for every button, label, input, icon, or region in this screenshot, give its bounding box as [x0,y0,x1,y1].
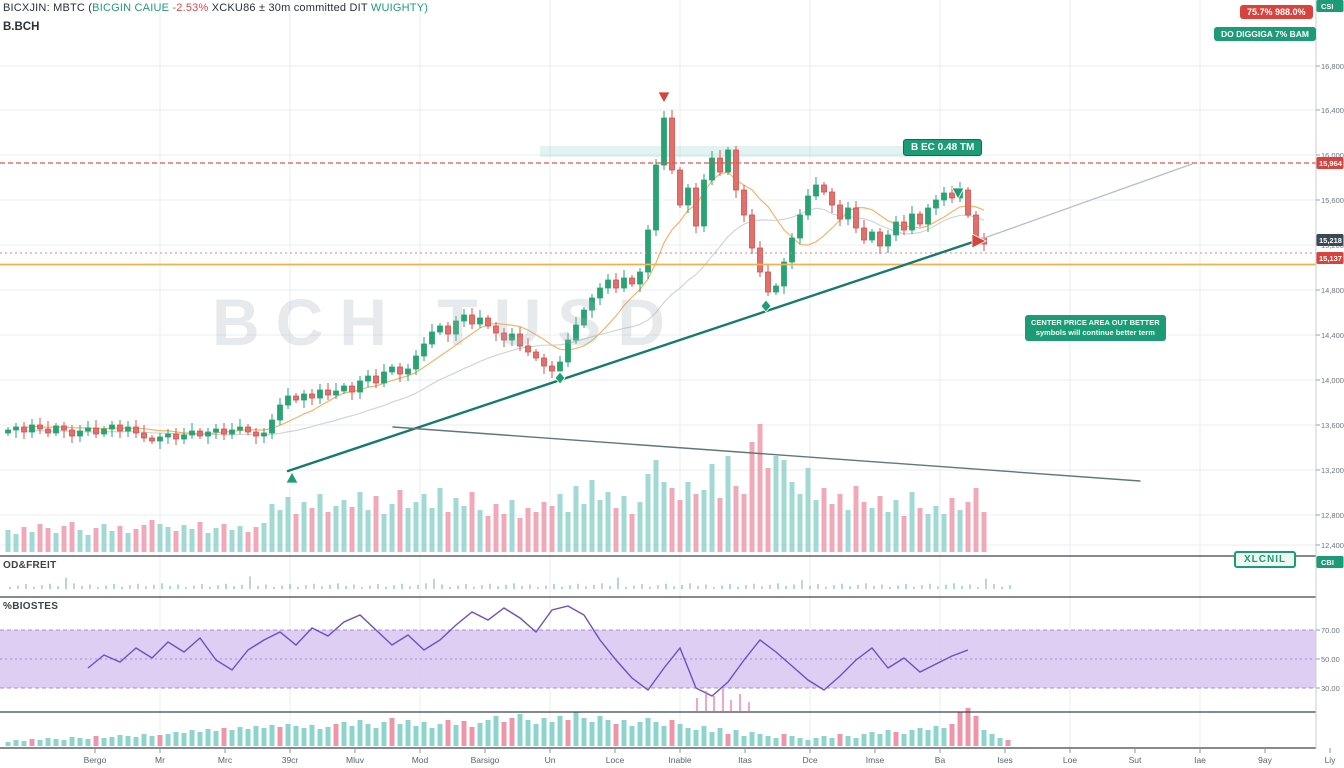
indicator2-label: %BIOSTES [3,601,59,612]
svg-text:Ises: Ises [997,755,1013,765]
candlesticks[interactable] [5,110,987,449]
indicator1-plot [9,576,1011,589]
svg-text:50.00: 50.00 [1321,655,1340,664]
svg-text:12,800: 12,800 [1321,511,1344,520]
price-flag [1316,234,1344,246]
svg-text:Mluv: Mluv [346,755,365,765]
annotation-note-line1: CENTER PRICE AREA OUT BETTER [1031,318,1160,327]
signal-badge: B EC 0.48 TM [903,139,983,156]
svg-text:14,000: 14,000 [1321,376,1344,385]
ma-cloud [540,146,980,157]
annotation-note: CENTER PRICE AREA OUT BETTER symbols wil… [1025,315,1166,341]
svg-text:Loe: Loe [1063,755,1077,765]
chart-title-segment: XCKU86 ± 30m committed DIT [211,2,371,14]
trade-markers [285,91,987,484]
chart-title: BICXJIN: MBTC (BICGIN CAIUE -2.53% XCKU8… [3,2,428,14]
svg-text:Un: Un [545,755,556,765]
triangle-up-marker-icon [285,471,299,484]
svg-text:14,800: 14,800 [1321,286,1344,295]
chart-title-segment: -2.53% [169,2,212,14]
svg-text:39cr: 39cr [282,755,299,765]
svg-text:Barsigo: Barsigo [471,755,500,765]
svg-text:15,964: 15,964 [1319,159,1343,168]
trend-lines[interactable] [286,163,1193,482]
svg-text:Iae: Iae [1194,755,1206,765]
annotation-note-line2: symbols will continue better term [1035,327,1155,337]
svg-text:Loce: Loce [606,755,625,765]
volume-bars [5,424,987,552]
svg-text:15,600: 15,600 [1321,196,1344,205]
symbol-watermark: BCH TUSD [212,285,681,359]
level-lines [0,162,1316,266]
svg-text:Ba: Ba [935,755,946,765]
time-axis[interactable]: Bergo Mr Mrc 39cr Mluv Mod Barsigo Un Loce Inable… [0,748,1344,768]
svg-text:Dce: Dce [802,755,817,765]
diamond-marker-icon [760,299,772,313]
histogram-plot [5,708,1011,746]
svg-text:CSI: CSI [1321,2,1334,11]
price-flag [1316,157,1344,169]
svg-text:12,400: 12,400 [1321,541,1344,550]
price-flag [1316,252,1344,264]
svg-text:16,800: 16,800 [1321,62,1344,71]
info-badge: DO DIGGIGA 7% BAM [1214,27,1316,41]
symbol-label: B.BCH [3,21,40,33]
svg-text:16,400: 16,400 [1321,106,1344,115]
svg-text:Mr: Mr [155,755,165,765]
triangle-down-marker-icon [657,91,671,104]
chart-title-segment: BICXJIN: MBTC ( [3,2,93,14]
svg-text:13,200: 13,200 [1321,466,1344,475]
triangle-down-marker-icon [951,187,965,200]
svg-text:15,218: 15,218 [1319,236,1342,245]
svg-text:Sut: Sut [1129,755,1142,765]
svg-text:9ay: 9ay [1258,755,1272,765]
axis-tag [1316,0,1344,12]
chart-title-segment: BICGIN CAIUE [92,2,170,14]
svg-text:Inable: Inable [668,755,691,765]
svg-text:CBI: CBI [1321,558,1334,567]
svg-text:Imse: Imse [866,755,885,765]
flag-right-marker-icon [971,233,987,249]
svg-text:Bergo: Bergo [84,755,107,765]
diamond-marker-icon [554,371,566,385]
price-axis[interactable]: 16,80016,40016,00015,60015,20014,80014,4… [1315,0,1344,768]
rsi-panel-plot [0,605,1316,711]
axis-tag [1316,556,1344,568]
indicator1-label: OD&FREIT [3,560,57,571]
svg-text:16,000: 16,000 [1321,151,1344,160]
indicator-badge: XLCNIL [1234,551,1297,568]
chart-title-segment: WUIGHTY) [370,2,429,14]
svg-text:13,600: 13,600 [1321,421,1344,430]
svg-text:Mrc: Mrc [218,755,233,765]
svg-text:30.00: 30.00 [1321,684,1340,693]
svg-text:70.00: 70.00 [1321,626,1340,635]
svg-text:14,400: 14,400 [1321,331,1344,340]
svg-text:15,137: 15,137 [1319,254,1342,263]
change-badge: 75.7% 988.0% [1240,5,1313,19]
svg-text:Mod: Mod [412,755,429,765]
svg-text:Itas: Itas [738,755,752,765]
svg-text:Liy: Liy [1325,755,1337,765]
